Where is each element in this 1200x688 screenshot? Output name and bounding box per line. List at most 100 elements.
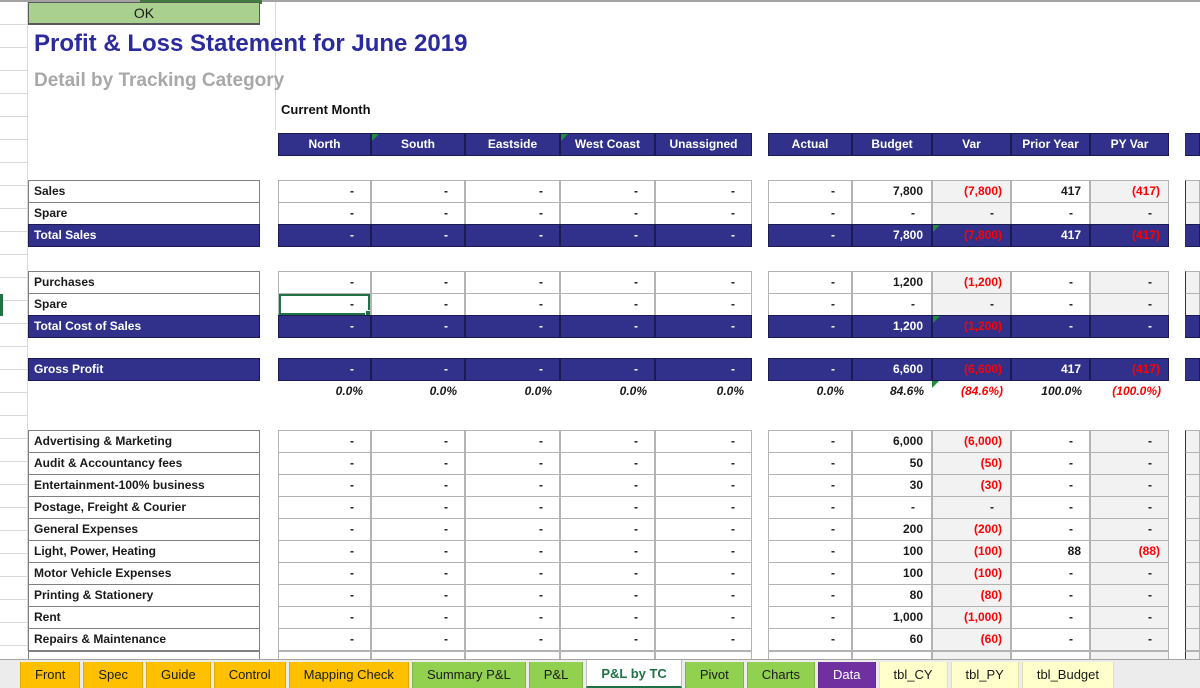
- cmp-cell[interactable]: (50): [932, 452, 1011, 475]
- tc-cell[interactable]: -: [655, 628, 752, 651]
- row-label-cell[interactable]: Total Sales: [28, 224, 260, 247]
- row-label-cell[interactable]: Advertising & Marketing: [28, 430, 260, 453]
- row-label-cell[interactable]: Light, Power, Heating: [28, 540, 260, 563]
- header-cell-var[interactable]: Var: [932, 133, 1011, 156]
- tc-cell[interactable]: -: [371, 606, 465, 629]
- cmp-cell[interactable]: -: [1011, 562, 1090, 585]
- tc-cell[interactable]: -: [655, 293, 752, 316]
- tc-cell[interactable]: -: [278, 224, 371, 247]
- cmp-cell[interactable]: -: [1090, 271, 1169, 294]
- cmp-cell[interactable]: -: [1011, 271, 1090, 294]
- sheet-tab-spec[interactable]: Spec: [83, 662, 143, 688]
- cmp-cell[interactable]: 100: [852, 562, 932, 585]
- cmp-cell[interactable]: (100): [932, 540, 1011, 563]
- tc-cell[interactable]: -: [371, 358, 465, 381]
- tc-cell[interactable]: -: [465, 496, 560, 519]
- tc-cell[interactable]: -: [371, 518, 465, 541]
- cmp-cell[interactable]: -: [852, 293, 932, 316]
- cmp-cell[interactable]: -: [768, 430, 852, 453]
- cmp-cell[interactable]: (88): [1090, 540, 1169, 563]
- tc-cell[interactable]: -: [655, 474, 752, 497]
- cmp-cell[interactable]: -: [1090, 518, 1169, 541]
- cmp-cell[interactable]: -: [1011, 430, 1090, 453]
- cmp-cell[interactable]: 1,000: [852, 606, 932, 629]
- tc-cell[interactable]: -: [278, 518, 371, 541]
- tc-cell[interactable]: -: [465, 293, 560, 316]
- cmp-cell[interactable]: (1,200): [932, 271, 1011, 294]
- cmp-cell[interactable]: (6,000): [932, 430, 1011, 453]
- cmp-cell[interactable]: 80: [852, 584, 932, 607]
- cmp-cell[interactable]: (1,000): [932, 606, 1011, 629]
- header-cell-prior-year[interactable]: Prior Year: [1011, 133, 1090, 156]
- row-label-cell[interactable]: Purchases: [28, 271, 260, 294]
- cmp-cell[interactable]: -: [1090, 628, 1169, 651]
- next-section-cell-sliver[interactable]: [1185, 562, 1200, 585]
- row-label-cell[interactable]: Rent: [28, 606, 260, 629]
- row-label-cell[interactable]: Sales: [28, 180, 260, 203]
- tc-cell[interactable]: -: [278, 180, 371, 203]
- cmp-cell[interactable]: (417): [1090, 224, 1169, 247]
- tc-cell[interactable]: -: [465, 540, 560, 563]
- cmp-cell[interactable]: -: [768, 293, 852, 316]
- tc-cell[interactable]: -: [465, 202, 560, 225]
- header-cell-north[interactable]: North: [278, 133, 371, 156]
- tc-cell[interactable]: -: [560, 496, 655, 519]
- tc-cell[interactable]: -: [465, 562, 560, 585]
- header-cell-unassigned[interactable]: Unassigned: [655, 133, 752, 156]
- tc-cell[interactable]: -: [278, 358, 371, 381]
- cmp-cell[interactable]: -: [768, 271, 852, 294]
- cmp-cell[interactable]: -: [1011, 606, 1090, 629]
- sheet-tab-tbl-cy[interactable]: tbl_CY: [878, 662, 948, 688]
- row-label-cell[interactable]: General Expenses: [28, 518, 260, 541]
- tc-cell[interactable]: -: [371, 452, 465, 475]
- next-section-cell-sliver[interactable]: [1185, 606, 1200, 629]
- tc-cell[interactable]: -: [465, 452, 560, 475]
- tc-cell[interactable]: -: [560, 180, 655, 203]
- tc-cell[interactable]: -: [655, 606, 752, 629]
- tc-cell[interactable]: -: [371, 315, 465, 338]
- tc-cell[interactable]: [371, 651, 465, 659]
- cmp-cell[interactable]: 1,200: [852, 315, 932, 338]
- cmp-cell[interactable]: -: [768, 540, 852, 563]
- tc-cell[interactable]: -: [278, 606, 371, 629]
- cmp-cell[interactable]: -: [1090, 584, 1169, 607]
- cmp-cell[interactable]: -: [1011, 628, 1090, 651]
- tc-cell[interactable]: -: [278, 315, 371, 338]
- cmp-cell[interactable]: 7,800: [852, 224, 932, 247]
- tc-cell[interactable]: -: [560, 224, 655, 247]
- tc-cell[interactable]: 0.0%: [335, 384, 363, 398]
- cmp-cell[interactable]: -: [768, 474, 852, 497]
- tc-cell[interactable]: -: [465, 606, 560, 629]
- row-label-cell[interactable]: [28, 651, 260, 659]
- row-label-cell[interactable]: Spare: [28, 202, 260, 225]
- row-label-cell[interactable]: Printing & Stationery: [28, 584, 260, 607]
- next-section-cell-sliver[interactable]: [1185, 518, 1200, 541]
- tc-cell[interactable]: -: [560, 540, 655, 563]
- header-cell-west-coast[interactable]: West Coast: [560, 133, 655, 156]
- tc-cell[interactable]: -: [371, 180, 465, 203]
- tc-cell[interactable]: -: [655, 518, 752, 541]
- tc-cell[interactable]: -: [655, 540, 752, 563]
- cmp-cell[interactable]: [932, 651, 1011, 659]
- cmp-cell[interactable]: (417): [1090, 180, 1169, 203]
- cmp-cell[interactable]: 100.0%: [1041, 384, 1082, 398]
- cmp-cell[interactable]: 100: [852, 540, 932, 563]
- tc-cell[interactable]: -: [278, 628, 371, 651]
- tc-cell[interactable]: -: [278, 202, 371, 225]
- tc-cell[interactable]: -: [371, 584, 465, 607]
- cmp-cell[interactable]: 60: [852, 628, 932, 651]
- tc-cell[interactable]: -: [655, 430, 752, 453]
- cmp-cell[interactable]: [1090, 651, 1169, 659]
- cmp-cell[interactable]: (6,600): [932, 358, 1011, 381]
- cmp-cell[interactable]: 84.6%: [889, 384, 924, 398]
- tc-cell[interactable]: -: [655, 562, 752, 585]
- tc-cell[interactable]: -: [465, 518, 560, 541]
- cmp-cell[interactable]: 7,800: [852, 180, 932, 203]
- cmp-cell[interactable]: -: [1011, 496, 1090, 519]
- tc-cell[interactable]: -: [560, 628, 655, 651]
- cmp-cell[interactable]: -: [768, 224, 852, 247]
- sheet-tab-guide[interactable]: Guide: [145, 662, 211, 688]
- cmp-cell[interactable]: (417): [1090, 358, 1169, 381]
- tc-cell[interactable]: -: [560, 562, 655, 585]
- cmp-cell[interactable]: [852, 651, 932, 659]
